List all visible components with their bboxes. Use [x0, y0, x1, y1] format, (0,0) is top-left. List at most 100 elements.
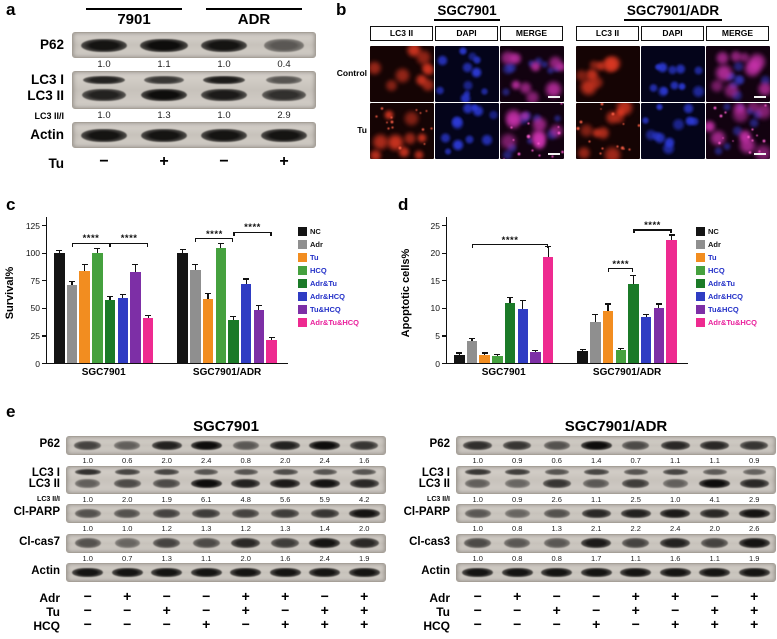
- fluorescence-blob: [647, 82, 659, 94]
- protein-band: [738, 567, 770, 578]
- lane-group-header: ADR: [206, 8, 302, 28]
- fluorescence-blob: [751, 139, 754, 142]
- band-value: 1.0: [217, 110, 231, 121]
- band-value: 0.9: [512, 456, 523, 465]
- if-channel-header: LC3 II: [370, 26, 433, 41]
- protein-band: [504, 469, 530, 475]
- band-value: 4.8: [240, 494, 251, 504]
- legend-swatch: [696, 318, 705, 327]
- bar-adr-hcq: [240, 283, 252, 363]
- fluorescence-blob: [537, 142, 541, 146]
- fluorescence-blob: [600, 103, 605, 107]
- error-bar-cap: [81, 264, 88, 266]
- fluorescence-blob: [557, 131, 562, 136]
- treatment-sign: +: [750, 602, 759, 618]
- treatment-sign: +: [279, 153, 289, 170]
- error-bar: [194, 264, 196, 271]
- protein-band: [309, 478, 340, 488]
- treatment-sign: −: [473, 616, 482, 632]
- treatment-sign: −: [671, 602, 680, 618]
- fluorescence-blob: [736, 128, 754, 145]
- fluorescence-blob: [430, 127, 434, 131]
- band-value: 1.1: [630, 553, 641, 563]
- if-channel-header: LC3 II: [576, 26, 639, 41]
- band-value: 1.0: [97, 110, 111, 121]
- fluorescence-blob: [419, 112, 422, 115]
- protein-band: [111, 567, 143, 578]
- protein-band: [271, 538, 300, 548]
- fluorescence-blob: [461, 79, 474, 92]
- fluorescence-blob: [537, 153, 542, 157]
- treatment-sign: −: [513, 602, 522, 618]
- antibody-label: P62: [39, 36, 64, 52]
- y-tick-label: 20: [430, 248, 440, 259]
- error-bar-cap: [617, 348, 624, 350]
- error-bar-cap: [519, 300, 526, 302]
- sig-bracket-line: [471, 244, 549, 246]
- protein-band: [232, 440, 259, 451]
- legend-swatch: [696, 266, 705, 275]
- fluorescence-blob: [763, 103, 768, 108]
- sig-bracket-tick: [108, 242, 111, 247]
- treatment-sign: −: [552, 616, 561, 632]
- if-image-dapi: [641, 103, 705, 159]
- y-tick: [42, 280, 46, 282]
- error-bar-cap: [507, 297, 514, 299]
- bar-adr: [590, 321, 601, 363]
- sig-bracket-line: [71, 242, 111, 244]
- protein-band: [201, 88, 247, 102]
- protein-band: [113, 478, 141, 488]
- sig-stars: ****: [205, 228, 223, 240]
- treatment-sign: +: [360, 616, 369, 632]
- band-value: 6.1: [201, 494, 212, 504]
- fluorescence-blob: [518, 109, 531, 123]
- protein-band: [272, 469, 298, 475]
- panel-label-c: c: [6, 195, 16, 214]
- error-bar: [670, 234, 673, 241]
- protein-band: [264, 38, 304, 52]
- error-bar-cap: [243, 278, 250, 280]
- if-image-merge: [706, 103, 770, 159]
- sig-stars: ****: [244, 222, 261, 234]
- error-bar: [122, 294, 124, 298]
- protein-band: [738, 538, 770, 548]
- band-value: 0.8: [240, 456, 251, 465]
- protein-band: [190, 478, 222, 488]
- protein-band: [190, 440, 222, 451]
- treatment-sign: −: [473, 602, 482, 618]
- panel-c-survival-chart: c 0 25 50 75 100 125 Survival% SGC7901 SGC7901/A…: [0, 193, 394, 402]
- ratio-label: LC3 II/I: [37, 495, 60, 503]
- band-value: 1.6: [359, 456, 370, 465]
- fluorescence-blob: [507, 50, 524, 66]
- error-bar: [232, 316, 235, 320]
- treatment-sign: −: [202, 602, 211, 618]
- error-bar: [547, 246, 549, 257]
- treatment-sign: +: [710, 616, 719, 632]
- ratio-label: LC3 II/I: [34, 111, 64, 121]
- protein-band: [662, 478, 688, 488]
- error-bar: [645, 314, 647, 318]
- fluorescence-blob: [637, 124, 640, 128]
- band-value: 5.9: [319, 494, 330, 504]
- blot-strip: [456, 504, 776, 523]
- if-group-title: SGC7901: [370, 2, 564, 21]
- sig-stars: ****: [120, 233, 138, 245]
- x-axis: [46, 363, 288, 365]
- fluorescence-blob: [655, 103, 664, 112]
- fluorescence-blob: [601, 146, 605, 150]
- error-bar-cap: [132, 264, 139, 266]
- panel-e-blot-sgc7901-adr: SGC7901/ADR P62 1.0 0.9 0.6 1.4 0.7 1.1 1.1 0.9 LC…: [400, 418, 777, 639]
- if-channel-header: MERGE: [500, 26, 563, 41]
- y-axis-title: Apoptotic cells%: [400, 248, 412, 338]
- protein-band: [310, 508, 339, 519]
- band-value: 2.6: [551, 494, 562, 504]
- bar-adr-tu: [228, 319, 239, 363]
- if-image-dapi: [641, 46, 705, 102]
- fluorescence-blob: [598, 151, 602, 155]
- protein-band: [501, 567, 533, 578]
- band-value: 4.1: [709, 494, 720, 504]
- bar-hcq: [615, 350, 626, 363]
- fluorescence-blob: [748, 117, 760, 129]
- error-bar: [484, 353, 486, 355]
